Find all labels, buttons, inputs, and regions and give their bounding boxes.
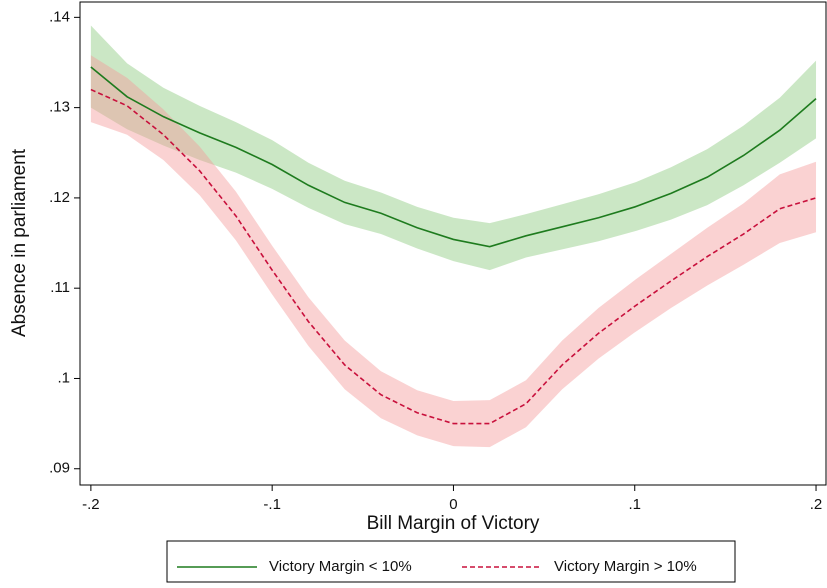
legend-label: Victory Margin < 10%	[269, 558, 412, 575]
x-axis-title: Bill Margin of Victory	[367, 513, 540, 534]
x-tick-label: .2	[810, 496, 823, 513]
x-tick-label: .1	[628, 496, 641, 513]
y-tick-label: .12	[49, 189, 70, 206]
y-tick-label: .09	[49, 460, 70, 477]
y-axis-title: Absence in parliament	[9, 148, 30, 337]
series-line	[90, 88, 817, 425]
x-tick-label: -.2	[82, 496, 100, 513]
y-tick-label: .11	[50, 279, 70, 296]
series-line	[90, 66, 817, 248]
y-tick-label: .14	[49, 8, 70, 25]
legend-box	[166, 540, 736, 583]
y-tick-label: .13	[49, 99, 70, 116]
x-tick-label: 0	[449, 496, 457, 513]
y-tick-label: .1	[57, 369, 70, 386]
x-tick-label: -.1	[263, 496, 281, 513]
confidence-band	[90, 25, 817, 271]
legend-label: Victory Margin > 10%	[554, 558, 697, 575]
